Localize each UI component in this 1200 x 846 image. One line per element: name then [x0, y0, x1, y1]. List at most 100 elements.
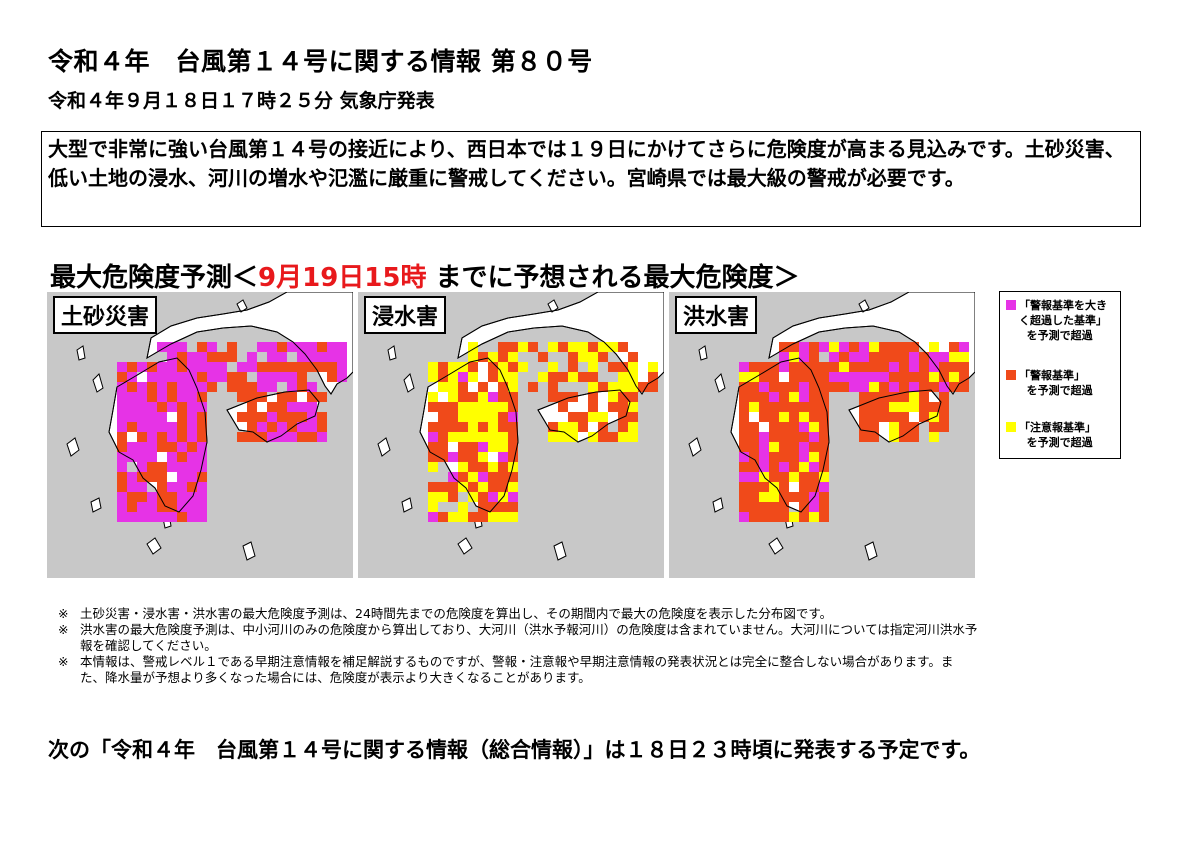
risk-cell [959, 362, 969, 372]
risk-cell [187, 412, 197, 422]
risk-cell [498, 432, 508, 442]
risk-cell [568, 412, 578, 422]
risk-cell [789, 422, 799, 432]
land-shape [146, 537, 162, 555]
risk-cell [809, 422, 819, 432]
risk-cell [809, 432, 819, 442]
risk-cell [739, 412, 749, 422]
risk-cell [478, 412, 488, 422]
risk-cell [277, 392, 287, 402]
risk-cell [759, 412, 769, 422]
risk-cell [117, 442, 127, 452]
border-line [730, 357, 830, 513]
risk-cell [127, 362, 137, 372]
risk-cell [849, 342, 859, 352]
risk-cell [468, 472, 478, 482]
risk-cell [187, 502, 197, 512]
risk-cell [939, 412, 949, 422]
note-item: ※ 本情報は、警戒レベル１である早期注意情報を補足解説するものですが、警報・注意報… [58, 654, 978, 686]
risk-cell [137, 442, 147, 452]
prefecture-borders [730, 291, 976, 513]
risk-cell [809, 362, 819, 372]
risk-cell [739, 362, 749, 372]
risk-cell [117, 492, 127, 502]
risk-cell [779, 502, 789, 512]
risk-cells [117, 342, 347, 522]
risk-cell [478, 482, 488, 492]
risk-cell [177, 502, 187, 512]
risk-cell [287, 402, 297, 412]
risk-cell [909, 342, 919, 352]
risk-cell [458, 392, 468, 402]
risk-cell [498, 472, 508, 482]
risk-cell [939, 362, 949, 372]
risk-cell [147, 422, 157, 432]
risk-cell [117, 402, 127, 412]
risk-cell [799, 482, 809, 492]
risk-cell [508, 502, 518, 512]
risk-cell [127, 442, 137, 452]
risk-cell [197, 452, 207, 462]
risk-cell [267, 342, 277, 352]
risk-cell [428, 482, 438, 492]
risk-cell [899, 432, 909, 442]
risk-cell [929, 372, 939, 382]
risk-cell [478, 392, 488, 402]
risk-cell [468, 352, 478, 362]
note-text: 本情報は、警戒レベル１である早期注意情報を補足解説するものですが、警報・注意報や… [80, 654, 954, 685]
forecast-heading-suffix: までに予想される最大危険度＞ [426, 263, 800, 293]
risk-cell [157, 512, 167, 522]
risk-cell [789, 452, 799, 462]
risk-cell [137, 362, 147, 372]
risk-cell [759, 512, 769, 522]
risk-cell [759, 382, 769, 392]
risk-cell [859, 352, 869, 362]
risk-cell [267, 382, 277, 392]
risk-cell [879, 352, 889, 362]
risk-cell [799, 452, 809, 462]
risk-cell [197, 362, 207, 372]
risk-cell [809, 472, 819, 482]
risk-cell [799, 372, 809, 382]
risk-cell [217, 352, 227, 362]
risk-cell [277, 362, 287, 372]
risk-cell [899, 382, 909, 392]
risk-cell [167, 392, 177, 402]
risk-cell [197, 502, 207, 512]
risk-cell [307, 392, 317, 402]
risk-cell [438, 482, 448, 492]
risk-cell [147, 492, 157, 502]
risk-cell [799, 352, 809, 362]
risk-cell [779, 432, 789, 442]
risk-cell [478, 402, 488, 412]
risk-cell [438, 402, 448, 412]
risk-cell [137, 392, 147, 402]
risk-cell [127, 392, 137, 402]
risk-cell [518, 342, 528, 352]
risk-cell [297, 342, 307, 352]
risk-cell [919, 352, 929, 362]
risk-cell [648, 372, 658, 382]
risk-cell [488, 462, 498, 472]
risk-cell [197, 492, 207, 502]
risk-cell [949, 372, 959, 382]
risk-cell [177, 362, 187, 372]
risk-cell [628, 352, 638, 362]
risk-cell [458, 502, 468, 512]
risk-cell [548, 342, 558, 352]
risk-cell [428, 422, 438, 432]
risk-cell [448, 482, 458, 492]
risk-cell [879, 342, 889, 352]
forecast-heading-time: 9月19日15時 [258, 263, 427, 293]
risk-cell [799, 432, 809, 442]
land-shape [76, 345, 86, 361]
risk-cell [468, 462, 478, 472]
risk-cell [889, 432, 899, 442]
risk-cell [157, 492, 167, 502]
risk-cell [287, 412, 297, 422]
risk-cell [849, 372, 859, 382]
risk-cell [197, 352, 207, 362]
risk-cell [588, 362, 598, 372]
risk-cell [287, 392, 297, 402]
risk-cell [739, 372, 749, 382]
